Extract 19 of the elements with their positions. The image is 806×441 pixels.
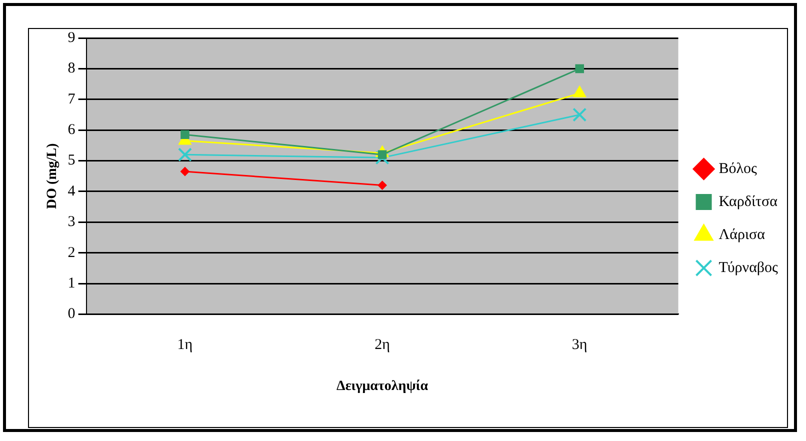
x-tick-label: 3η [572,337,588,354]
y-tick-label: 4 [68,183,76,200]
y-tick-label: 0 [68,306,76,322]
y-tick-label: 6 [68,122,76,138]
x-axis-title: Δειγματοληψία [336,379,428,394]
legend-label: Λάρισα [718,226,766,243]
legend-label: Βόλος [718,160,758,177]
x-tick-label: 2η [374,337,390,354]
legend-label: Καρδίτσα [718,194,778,210]
x-tick-label: 1η [177,337,193,354]
y-tick-label: 7 [68,91,76,108]
y-tick-label: 8 [68,60,76,77]
y-tick-label: 2 [68,244,76,261]
y-tick-label: 9 [68,30,76,46]
y-tick-label: 5 [68,152,76,169]
legend-label: Τύρναβος [718,260,778,276]
y-tick-label: 3 [68,214,76,230]
y-tick-label: 1 [68,275,76,292]
y-axis-title: DO (mg/L) [45,142,60,209]
